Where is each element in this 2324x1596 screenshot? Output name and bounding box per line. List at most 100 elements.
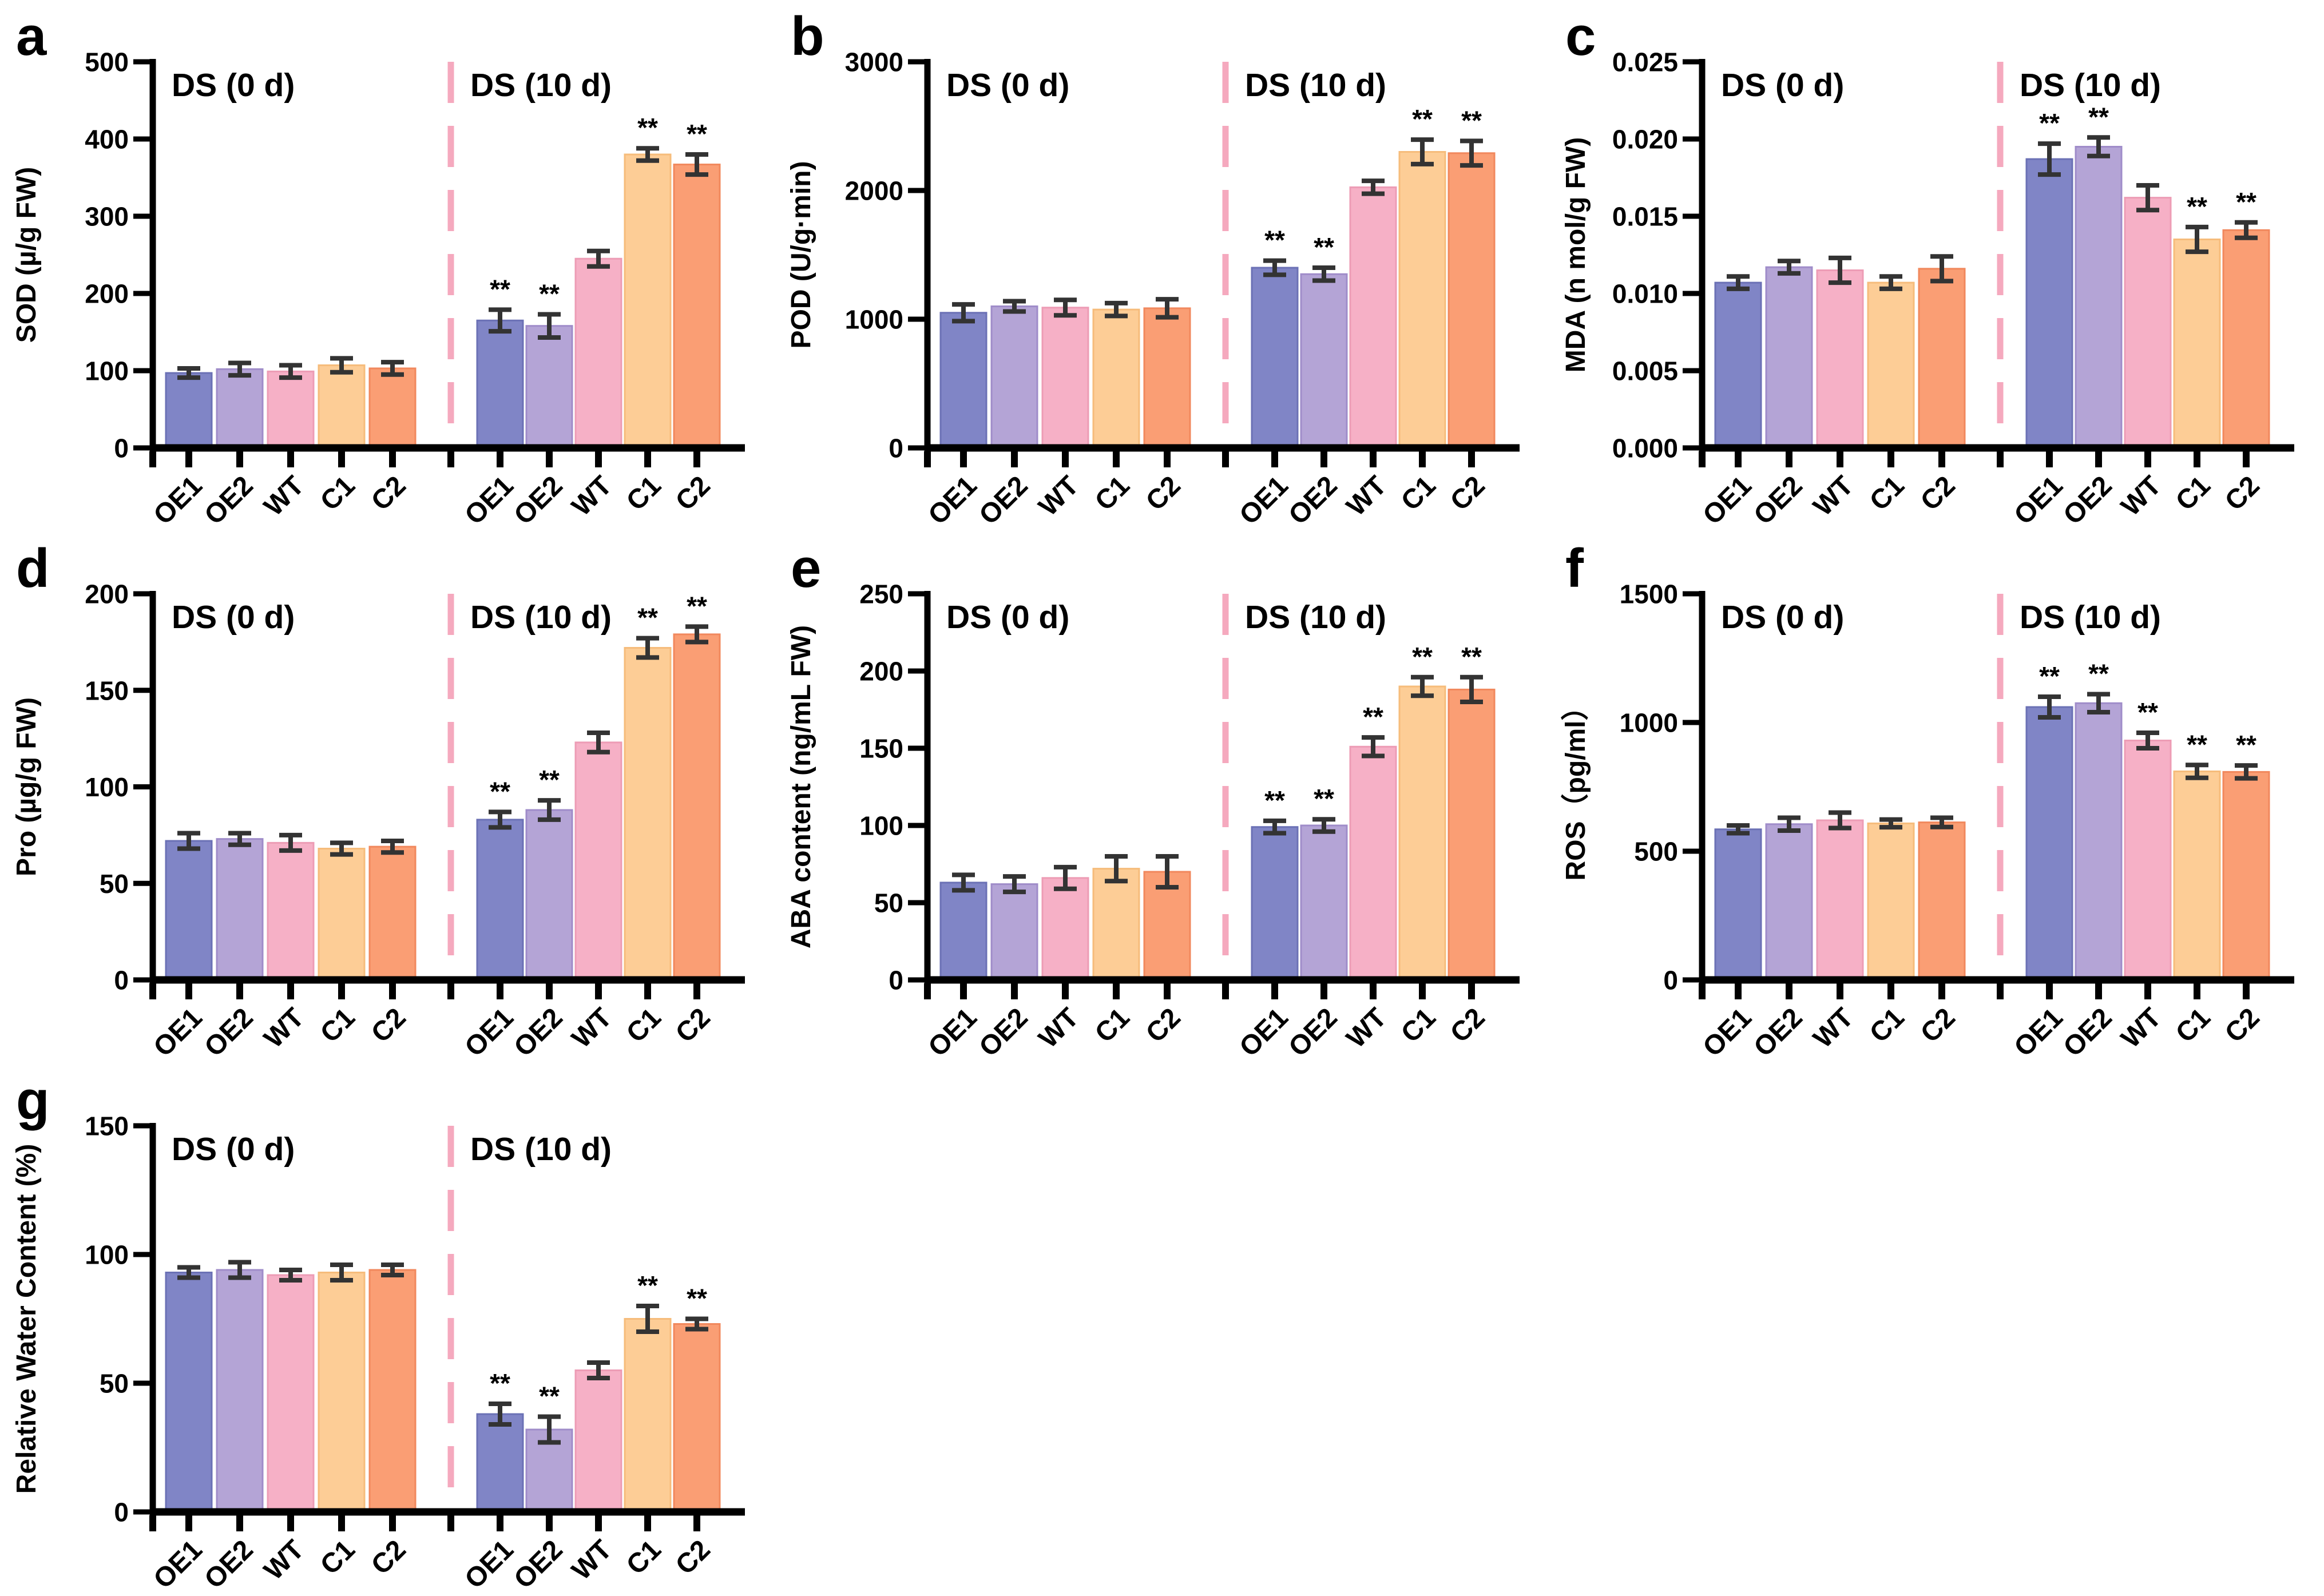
bar-C2-ds0: [368, 367, 417, 452]
bar-OE2-ds0: [216, 368, 264, 452]
significance-label: **: [1363, 702, 1383, 732]
bar-OE1-ds10: [476, 819, 524, 984]
x-category-label: OE2: [1748, 1002, 1808, 1062]
significance-label: **: [2039, 108, 2060, 138]
bar-C2-ds0: [1918, 821, 1966, 984]
y-tick-label: 0.010: [1612, 279, 1678, 309]
bar-C1-ds10: [1398, 685, 1446, 984]
x-category-label: C2: [670, 470, 716, 517]
significance-label: **: [687, 591, 707, 621]
y-tick-label: 100: [85, 772, 129, 802]
y-tick-label: 50: [874, 888, 903, 918]
x-category-label: OE2: [1283, 1002, 1343, 1062]
x-category-label: OE1: [148, 1002, 208, 1062]
x-category-label: C1: [1395, 470, 1442, 517]
bar-WT-ds0: [1041, 877, 1089, 984]
significance-label: **: [2039, 661, 2060, 691]
x-category-label: C1: [1089, 1002, 1136, 1049]
x-category-label: C2: [1140, 1002, 1187, 1049]
x-category-label: C2: [1445, 470, 1491, 517]
y-tick-label: 0: [114, 1498, 129, 1527]
x-category-label: C2: [366, 1002, 412, 1049]
bar-OE1-ds10: [476, 1413, 524, 1516]
bar-WT-ds10: [574, 1369, 622, 1516]
bar-OE2-ds10: [525, 809, 573, 984]
y-tick-label: 150: [85, 676, 129, 705]
bar-OE1-ds0: [1714, 828, 1762, 984]
y-tick-label: 2000: [845, 176, 903, 206]
bar-C1-ds0: [1867, 822, 1915, 984]
panel-b-chart: b DS (0 d) DS (10 d) 0 1000 2000 3000 POD (U/g·…: [786, 6, 1520, 531]
significance-label: **: [2187, 192, 2207, 221]
y-tick-label: 50: [100, 1369, 129, 1399]
group-label-ds0: DS (0 d): [1721, 599, 1844, 636]
y-tick-label: 1000: [1620, 708, 1678, 738]
panel-letter: a: [16, 6, 47, 67]
bar-OE1-ds10: [476, 319, 524, 452]
significance-label: **: [687, 1284, 707, 1313]
y-tick-label: 0: [889, 966, 903, 995]
y-tick-label: 250: [859, 579, 903, 609]
significance-label: **: [490, 274, 510, 304]
significance-label: **: [1461, 642, 1482, 672]
x-category-label: WT: [1808, 470, 1859, 522]
bar-OE1-ds10: [1251, 826, 1299, 984]
group-label-ds10: DS (10 d): [1245, 67, 1386, 104]
panel-d: d DS (0 d) DS (10 d) 0 50 100 150 200 Pro (µg/g …: [0, 532, 775, 1064]
group-label-ds0: DS (0 d): [172, 1131, 295, 1168]
bar-C2-ds10: [673, 164, 721, 452]
bar-C1-ds10: [1398, 151, 1446, 452]
x-category-label: WT: [1808, 1002, 1859, 1054]
significance-label: **: [1412, 642, 1433, 672]
x-category-label: WT: [1341, 470, 1393, 522]
bar-WT-ds10: [2124, 197, 2172, 452]
x-category-label: C2: [1140, 470, 1187, 517]
panel-letter: b: [791, 6, 824, 67]
bar-OE2-ds0: [990, 883, 1038, 984]
x-category-label: C1: [1089, 470, 1136, 517]
group-label-ds0: DS (0 d): [172, 67, 295, 104]
y-axis-title: Pro (µg/g FW): [11, 697, 42, 876]
x-category-label: OE1: [1697, 470, 1757, 530]
y-tick-label: 3000: [845, 47, 903, 77]
group-label-ds0: DS (0 d): [946, 599, 1069, 636]
significance-label: **: [637, 1271, 658, 1300]
y-axis-title: Relative Water Content (%): [11, 1144, 42, 1494]
y-tick-label: 0.005: [1612, 356, 1678, 386]
bar-OE2-ds10: [2075, 702, 2123, 984]
panel-a: a DS (0 d) DS (10 d) 0 100 200 300 400 500 SOD (µ…: [0, 0, 775, 532]
bar-OE2-ds0: [1765, 266, 1813, 452]
bar-WT-ds0: [267, 841, 315, 984]
x-category-label: OE1: [922, 470, 982, 530]
bar-C2-ds10: [1447, 688, 1496, 984]
x-category-label: OE1: [459, 1534, 519, 1594]
x-category-label: OE2: [508, 1534, 568, 1594]
significance-label: **: [2236, 187, 2256, 217]
bar-WT-ds10: [1349, 186, 1397, 452]
group-label-ds0: DS (0 d): [1721, 67, 1844, 104]
y-axis-title: SOD (µ/g FW): [11, 167, 42, 343]
group-label-ds0: DS (0 d): [172, 599, 295, 636]
bar-C2-ds10: [2222, 229, 2270, 452]
bar-OE2-ds0: [990, 305, 1038, 452]
significance-label: **: [1264, 225, 1285, 255]
bar-OE1-ds10: [1251, 267, 1299, 452]
y-tick-label: 100: [859, 811, 903, 841]
x-category-label: OE1: [459, 1002, 519, 1062]
panel-letter: f: [1565, 538, 1584, 599]
significance-label: **: [637, 113, 658, 142]
significance-label: **: [2236, 730, 2256, 760]
bar-C1-ds10: [2173, 771, 2221, 984]
x-category-label: OE1: [1697, 1002, 1757, 1062]
bar-C1-ds0: [1092, 868, 1140, 984]
bar-OE2-ds10: [2075, 146, 2123, 452]
significance-label: **: [1314, 232, 1334, 262]
x-category-label: OE2: [199, 1002, 259, 1062]
significance-label: **: [1412, 104, 1433, 134]
y-tick-label: 200: [85, 579, 129, 609]
panel-letter: d: [16, 538, 50, 599]
significance-label: **: [1461, 105, 1482, 135]
significance-label: **: [2137, 697, 2158, 727]
bar-WT-ds0: [1041, 307, 1089, 452]
y-tick-label: 100: [85, 1240, 129, 1270]
